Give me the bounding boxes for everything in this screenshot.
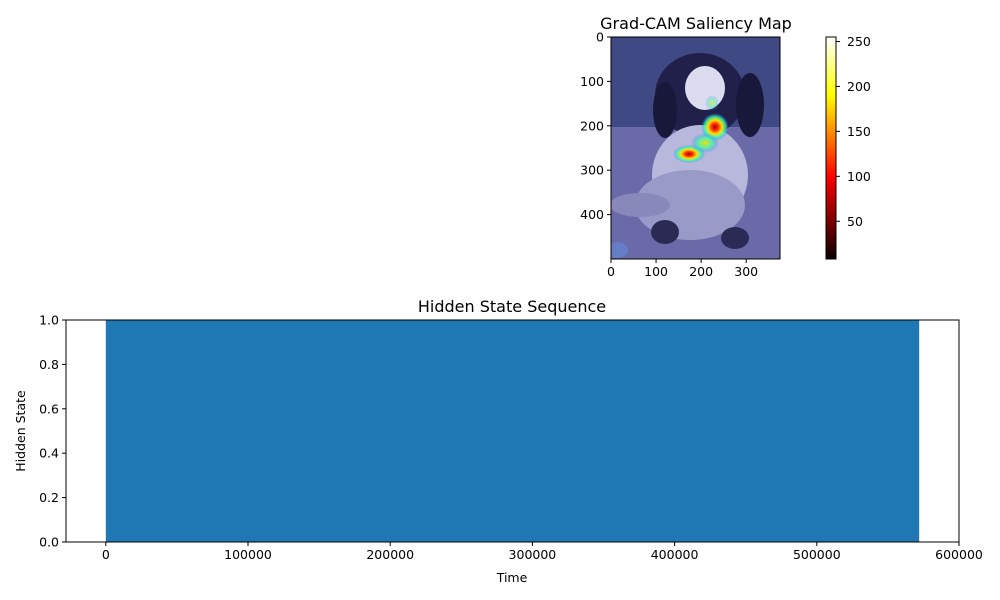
hidden-state-y-tick-label: 0.6 [39, 401, 59, 416]
hidden-state-x-tick-label: 100000 [224, 547, 272, 562]
colorbar [825, 36, 837, 260]
hidden-state-x-tick-label: 200000 [366, 547, 414, 562]
hidden-state-y-tick-label: 0.0 [39, 535, 59, 550]
saliency-image [611, 37, 780, 259]
saliency-y-tick-label: 0 [596, 30, 604, 45]
saliency-title: Grad-CAM Saliency Map [600, 14, 792, 33]
saliency-y-ticks: 0 100 200 300 400 [580, 30, 611, 222]
colorbar-tick-label: 150 [847, 124, 871, 139]
hidden-state-y-tick-label: 0.4 [39, 446, 59, 461]
hidden-state-y-tick-label: 0.8 [39, 357, 59, 372]
hidden-state-y-tick-label: 1.0 [39, 313, 59, 328]
saliency-frame [610, 36, 781, 260]
saliency-x-tick-label: 300 [734, 264, 758, 279]
hidden-state-frame [65, 319, 960, 543]
saliency-x-ticks: 0 100 200 300 [607, 259, 758, 279]
x-axis-label: Time [496, 570, 528, 585]
colorbar-tick-label: 250 [847, 34, 871, 49]
colorbar-ticks: 50 100 150 200 250 [836, 34, 871, 229]
hidden-state-x-tick-label: 400000 [651, 547, 699, 562]
hidden-state-y-tick-label: 0.2 [39, 490, 59, 505]
hidden-state-x-ticks: 0 100000 200000 300000 400000 500000 600000 [102, 542, 983, 562]
hidden-state-x-tick-label: 0 [102, 547, 110, 562]
colorbar-tick-label: 100 [847, 169, 871, 184]
y-axis-label: Hidden State [13, 390, 28, 472]
saliency-y-tick-label: 200 [580, 118, 604, 133]
saliency-y-tick-label: 100 [580, 74, 604, 89]
saliency-x-tick-label: 0 [607, 264, 615, 279]
colorbar-tick-label: 50 [847, 214, 863, 229]
hidden-state-x-tick-label: 500000 [793, 547, 841, 562]
hotspot-nose [705, 95, 719, 111]
hidden-state-title: Hidden State Sequence [418, 297, 606, 316]
hidden-state-y-ticks: 0.0 0.2 0.4 0.6 0.8 1.0 [39, 313, 66, 550]
hidden-state-plot-area [105, 320, 920, 542]
hidden-state-x-tick-label: 600000 [935, 547, 983, 562]
hidden-state-area-0 [105, 320, 920, 542]
hotspot-bridge [691, 133, 719, 153]
saliency-y-tick-label: 400 [580, 207, 604, 222]
saliency-x-tick-label: 200 [689, 264, 713, 279]
saliency-y-tick-label: 300 [580, 163, 604, 178]
hidden-state-x-tick-label: 300000 [509, 547, 557, 562]
colorbar-tick-label: 200 [847, 79, 871, 94]
saliency-x-tick-label: 100 [644, 264, 668, 279]
